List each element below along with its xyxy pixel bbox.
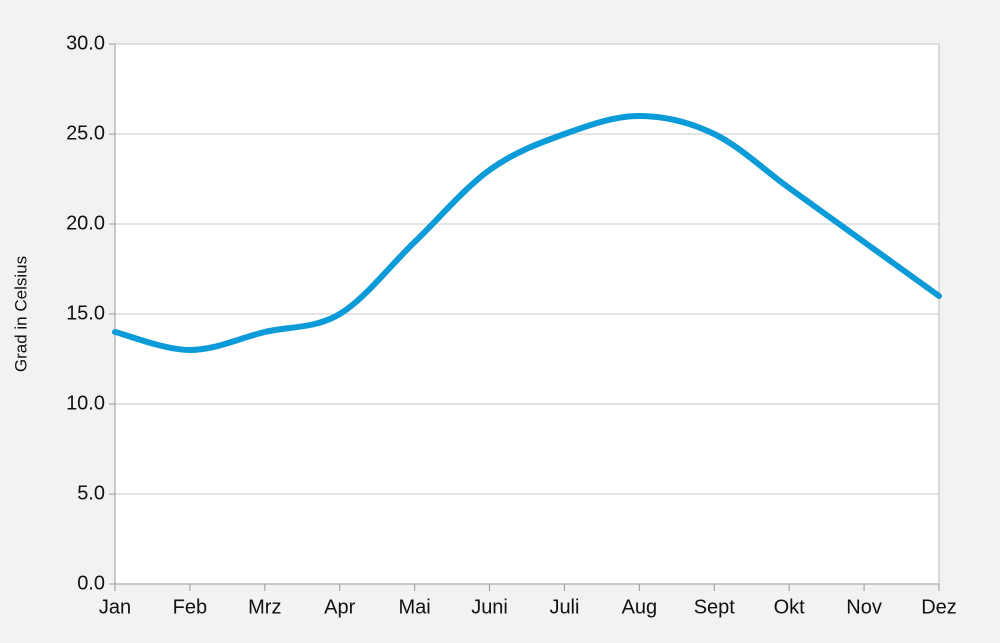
- x-tick-label: Juni: [471, 596, 508, 618]
- x-tick-label: Apr: [324, 596, 355, 618]
- y-tick-label: 30.0: [66, 32, 105, 54]
- y-tick-label: 5.0: [77, 482, 105, 504]
- y-axis-label: Grad in Celsius: [11, 256, 30, 372]
- y-tick-label: 0.0: [77, 572, 105, 594]
- x-tick-label: Jan: [99, 596, 131, 618]
- x-tick-label: Aug: [622, 596, 658, 618]
- x-tick-label: Juli: [549, 596, 579, 618]
- x-tick-label: Sept: [694, 596, 736, 618]
- x-tick-label: Mrz: [248, 596, 281, 618]
- x-tick-label: Nov: [846, 596, 882, 618]
- y-tick-label: 10.0: [66, 392, 105, 414]
- x-tick-label: Dez: [921, 596, 957, 618]
- y-tick-label: 25.0: [66, 122, 105, 144]
- line-series: [112, 113, 942, 353]
- x-tick-label: Okt: [774, 596, 806, 618]
- x-tick-label: Feb: [173, 596, 207, 618]
- y-tick-label: 20.0: [66, 212, 105, 234]
- y-tick-label: 15.0: [66, 302, 105, 324]
- x-tick-label: Mai: [399, 596, 431, 618]
